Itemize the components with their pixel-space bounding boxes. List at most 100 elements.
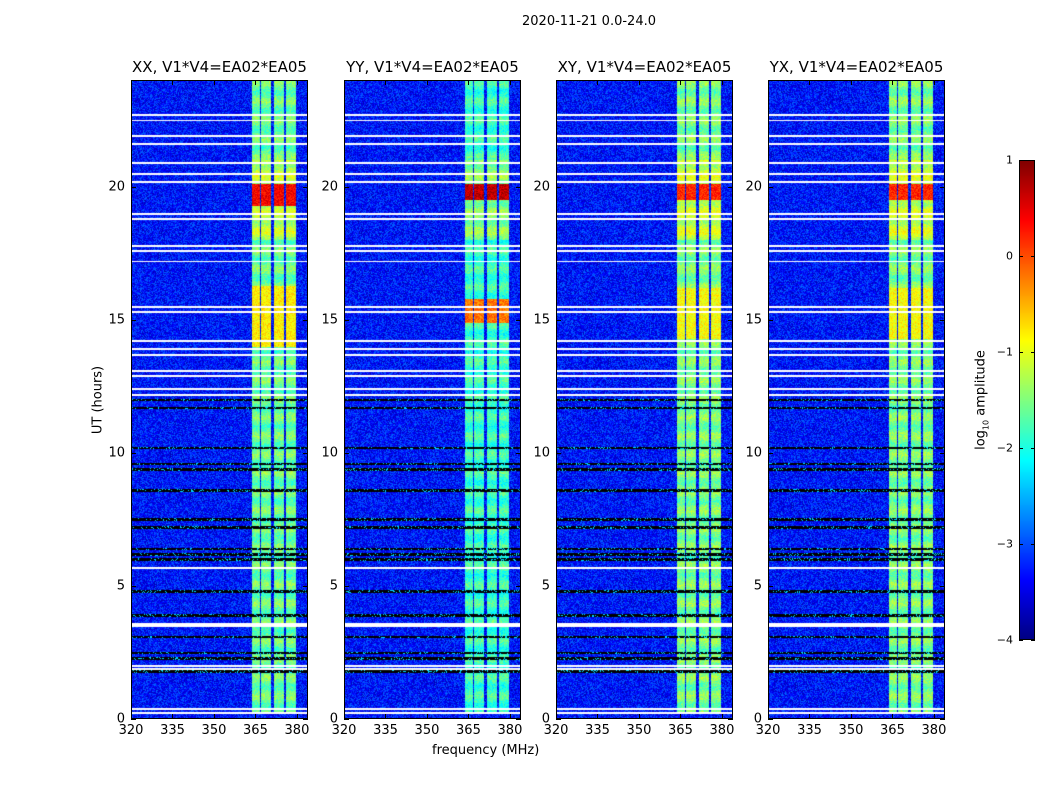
y-tick-label: 0 [541, 711, 550, 727]
y-tick-mark [768, 319, 773, 321]
y-tick-mark [768, 585, 773, 587]
y-tick-mark [516, 452, 521, 454]
colorbar-tick-label: −2 [996, 441, 1013, 455]
x-tick-mark [721, 714, 723, 719]
y-tick-mark [728, 585, 733, 587]
y-tick-mark [556, 585, 561, 587]
x-tick-mark [344, 714, 345, 719]
y-tick-label: 10 [533, 445, 550, 461]
y-tick-label: 20 [108, 179, 125, 194]
colorbar-tick-label: −1 [996, 345, 1013, 359]
x-tick-mark [768, 80, 769, 85]
y-tick-label: 20 [321, 179, 338, 194]
x-tick-mark [768, 714, 769, 719]
x-tick-mark [850, 80, 852, 85]
x-tick-label: 335 [160, 723, 185, 738]
y-axis-label: UT (hours) [90, 365, 106, 435]
x-tick-mark [680, 714, 682, 719]
y-tick-mark [556, 452, 561, 454]
x-tick-mark [385, 714, 387, 719]
y-tick-label: 0 [329, 711, 338, 727]
x-tick-mark [809, 714, 811, 719]
y-tick-mark [131, 186, 136, 188]
colorbar-tick-label: −4 [996, 633, 1013, 647]
x-tick-mark [172, 80, 174, 85]
x-tick-mark [255, 714, 257, 719]
y-tick-label: 15 [533, 312, 550, 328]
colorbar-tick-label: −3 [996, 537, 1013, 551]
panel-title: XX, V1*V4=EA02*EA05 [132, 58, 307, 76]
x-tick-label: 350 [414, 723, 440, 738]
x-tick-label: 365 [243, 723, 268, 738]
y-tick-mark [516, 186, 521, 188]
colorbar-tick-mark [1019, 544, 1023, 545]
x-tick-mark [892, 714, 894, 719]
y-tick-label: 5 [753, 578, 762, 594]
colorbar-tick-mark [1019, 640, 1023, 641]
y-tick-mark [728, 186, 733, 188]
x-tick-label: 350 [201, 723, 227, 738]
y-tick-mark [768, 186, 773, 188]
y-tick-mark [131, 319, 136, 321]
x-tick-label: 380 [497, 723, 523, 738]
x-tick-mark [468, 714, 470, 719]
x-tick-mark [213, 80, 215, 85]
y-tick-label: 15 [321, 312, 338, 328]
y-tick-label: 15 [108, 312, 125, 328]
y-tick-mark [940, 585, 945, 587]
y-tick-mark [768, 719, 773, 720]
x-tick-mark [597, 714, 599, 719]
x-tick-mark [468, 80, 470, 85]
x-tick-mark [426, 714, 428, 719]
x-tick-mark [721, 80, 723, 85]
panel-title: XY, V1*V4=EA02*EA05 [557, 58, 732, 76]
y-tick-label: 5 [329, 578, 338, 594]
x-tick-mark [809, 80, 811, 85]
y-tick-mark [303, 719, 308, 720]
y-tick-label: 20 [745, 179, 762, 194]
x-tick-mark [933, 714, 935, 719]
y-tick-mark [303, 452, 308, 454]
colorbar-gradient [1019, 160, 1035, 640]
heatmap-image [344, 80, 521, 719]
y-tick-label: 5 [116, 578, 125, 594]
colorbar: 1 0 −1 −2 −3 −4 [997, 154, 1035, 647]
y-tick-mark [516, 319, 521, 321]
y-tick-mark [516, 719, 521, 720]
y-tick-mark [556, 186, 561, 188]
colorbar-tick-label: 0 [1006, 249, 1013, 263]
x-tick-mark [509, 80, 511, 85]
y-tick-mark [344, 186, 349, 188]
x-tick-mark [892, 80, 894, 85]
y-tick-label: 5 [541, 578, 550, 594]
x-tick-label: 320 [755, 723, 781, 738]
waterfall-panel-3: XY, V1*V4=EA02*EA05 320 335 350 365 380 0 5 10 15… [533, 58, 734, 738]
x-tick-mark [385, 80, 387, 85]
y-tick-mark [728, 719, 733, 720]
x-tick-label: 320 [118, 723, 144, 738]
y-tick-mark [728, 452, 733, 454]
x-tick-label: 350 [626, 723, 652, 738]
x-tick-mark [213, 714, 215, 719]
x-tick-mark [509, 714, 511, 719]
x-tick-label: 380 [921, 723, 947, 738]
x-tick-label: 335 [585, 723, 610, 738]
x-tick-label: 320 [543, 723, 569, 738]
x-tick-label: 350 [838, 723, 864, 738]
y-tick-mark [556, 319, 561, 321]
colorbar-tick-label: 1 [1006, 153, 1013, 167]
y-tick-label: 10 [321, 445, 338, 461]
colorbar-tick-mark [1031, 640, 1035, 641]
y-tick-label: 15 [745, 312, 762, 328]
x-tick-mark [556, 714, 557, 719]
x-tick-mark [638, 80, 640, 85]
y-tick-label: 10 [745, 445, 762, 461]
y-tick-mark [303, 186, 308, 188]
y-tick-mark [940, 452, 945, 454]
x-tick-mark [131, 714, 132, 719]
colorbar-tick-mark [1019, 352, 1023, 353]
colorbar-tick-mark [1031, 160, 1035, 161]
y-tick-label: 20 [533, 179, 550, 194]
x-tick-label: 365 [880, 723, 905, 738]
x-tick-label: 380 [284, 723, 310, 738]
